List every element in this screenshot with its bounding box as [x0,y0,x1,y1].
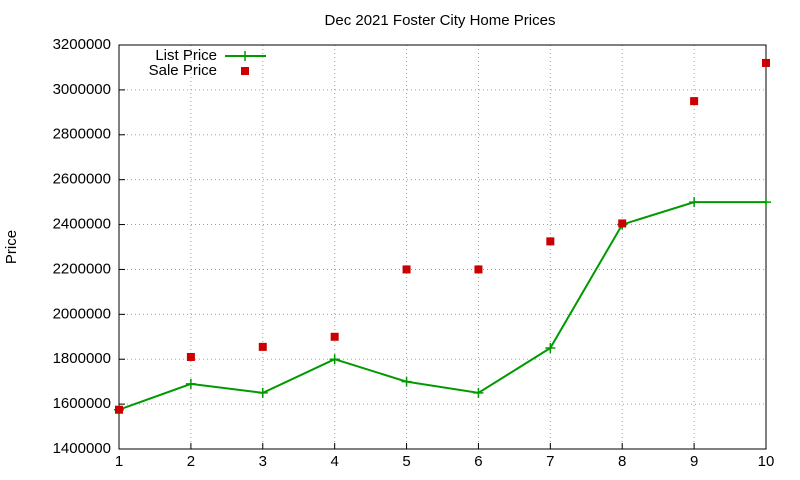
x-tick-label: 6 [474,453,482,470]
plot-frame [118,44,767,450]
y-tick-label: 1400000 [53,440,111,457]
point-marker [330,332,339,341]
y-tick-label: 1800000 [53,350,111,367]
point-marker [401,376,412,387]
y-tick-label: 2600000 [53,171,111,188]
chart-title: Dec 2021 Foster City Home Prices [325,12,556,29]
point-marker [115,405,123,414]
x-tick-label: 10 [758,453,775,470]
point-marker [546,237,555,246]
point-marker [690,97,699,106]
legend-label: Sale Price [149,62,217,79]
x-tick-label: 2 [187,453,195,470]
point-marker [185,378,196,389]
x-tick-label: 8 [618,453,626,470]
y-axis-label: Price [3,230,20,264]
y-tick-label: 2200000 [53,260,111,277]
x-tick-label: 3 [259,453,267,470]
point-marker [186,352,195,361]
series-line [118,201,766,411]
point-marker [402,265,411,274]
y-tick-label: 3000000 [53,81,111,98]
legend-swatch [240,51,250,61]
x-tick-label: 9 [690,453,698,470]
y-tick-label: 2000000 [53,305,111,322]
legend-swatch [241,67,249,75]
x-tick-label: 7 [546,453,554,470]
y-tick-label: 1600000 [53,395,111,412]
y-tick-label: 3200000 [53,36,111,53]
point-marker [689,197,700,208]
y-tick-label: 2400000 [53,216,111,233]
point-marker [618,219,627,228]
point-marker [474,265,483,274]
point-marker [761,197,771,208]
point-marker [545,343,556,353]
x-tick-label: 5 [402,453,410,470]
point-marker [762,58,770,67]
x-tick-label: 4 [330,453,338,470]
point-marker [473,387,484,398]
x-tick-label: 1 [115,453,123,470]
legend-label: List Price [155,47,217,64]
point-marker [257,387,268,398]
y-tick-label: 2800000 [53,126,111,143]
point-marker [258,342,267,351]
point-marker [329,354,340,365]
